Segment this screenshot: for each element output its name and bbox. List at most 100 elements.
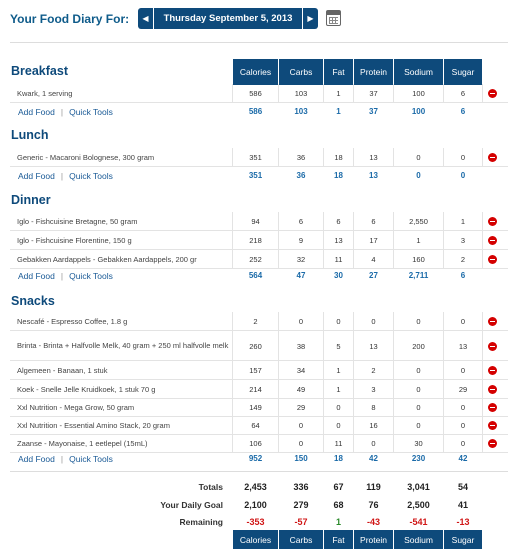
grid-line: [393, 250, 394, 269]
cell-sodium: 0: [416, 317, 421, 326]
food-entry-name[interactable]: Algemeen - Banaan, 1 stuk: [17, 365, 108, 375]
food-entry-values: 586 103 1 37 100 6: [233, 84, 483, 103]
calendar-icon[interactable]: [326, 10, 341, 26]
delete-entry-icon[interactable]: [488, 341, 497, 351]
food-entry-name[interactable]: Zaanse - Mayonaise, 1 eetlepel (15mL): [17, 438, 148, 448]
food-entry-name[interactable]: Iglo - Fishcuisine Bretagne, 50 gram: [17, 216, 138, 226]
cell-protein: 0: [371, 317, 376, 326]
grid-line: [353, 148, 354, 167]
food-entry-name[interactable]: Iglo - Fishcuisine Florentine, 150 g: [17, 235, 132, 245]
grid-line: [323, 84, 324, 103]
footer-col-protein: Protein: [354, 530, 393, 549]
grid-line: [443, 398, 444, 417]
quick-tools-link[interactable]: Quick Tools: [69, 270, 113, 281]
food-entry-name[interactable]: Generic - Macaroni Bolognese, 300 gram: [17, 152, 155, 162]
grid-line: [278, 231, 279, 250]
delete-entry-icon[interactable]: [488, 403, 497, 412]
delete-entry-icon[interactable]: [488, 89, 497, 98]
grid-line: [232, 212, 233, 231]
food-entry-name[interactable]: Xxl Nutrition - Mega Grow, 50 gram: [17, 402, 135, 412]
food-entry-name[interactable]: Koek - Snelle Jelle Kruidkoek, 1 stuk 70…: [17, 384, 156, 394]
grid-line: [232, 361, 233, 380]
grid-line: [353, 361, 354, 380]
cell-sugar: 1: [460, 217, 466, 226]
cell-sodium: 0: [416, 366, 421, 375]
food-entry-name[interactable]: Xxl Nutrition - Essential Amino Stack, 2…: [17, 420, 170, 430]
delete-entry-icon[interactable]: [488, 317, 497, 326]
row-separator: [10, 434, 508, 435]
grid-line: [353, 312, 354, 331]
summary-cell-fat: 67: [333, 482, 344, 492]
grid-line: [278, 250, 279, 269]
food-entry-name[interactable]: Nescafé - Espresso Coffee, 1.8 g: [17, 316, 128, 326]
cell-fat: 5: [336, 341, 341, 351]
col-carbs: Carbs: [279, 59, 323, 85]
prev-day-button[interactable]: ◀: [138, 8, 154, 29]
cell-carbs: 32: [296, 255, 306, 264]
header-divider: [10, 42, 508, 43]
summary-cell-sugar: 41: [457, 500, 468, 510]
add-food-link[interactable]: Add Food: [18, 106, 55, 117]
cell-sodium: 0: [416, 153, 421, 162]
triangle-right-icon: ▶: [307, 14, 314, 23]
grid-line: [232, 312, 233, 331]
cell-protein: 37: [369, 89, 378, 98]
grid-line: [482, 416, 483, 435]
delete-entry-icon[interactable]: [488, 236, 497, 245]
food-entry-name[interactable]: Gebakken Aardappels - Gebakken Aardappel…: [17, 254, 197, 264]
delete-entry-icon[interactable]: [488, 366, 497, 375]
meal-links: Add Food | Quick Tools: [18, 449, 113, 468]
delete-entry-icon[interactable]: [488, 255, 497, 264]
meal-totals-breakfast: Add Food | Quick Tools 586 103 1 37 100 6: [10, 102, 508, 121]
delete-entry-icon[interactable]: [488, 385, 497, 394]
next-day-button[interactable]: ▶: [302, 8, 318, 29]
food-entry-name[interactable]: Kwark, 1 serving: [17, 88, 73, 98]
delete-entry-icon[interactable]: [488, 421, 497, 430]
food-entry-values: 214 49 1 3 0 29: [233, 380, 483, 399]
cell-calories: 106: [249, 439, 262, 448]
summary-cell-sodium: -541: [409, 517, 428, 527]
total-cell-sodium: 2,711: [408, 271, 429, 280]
footer-col-sodium: Sodium: [394, 530, 443, 549]
grid-line: [353, 398, 354, 417]
cell-protein: 6: [371, 217, 376, 226]
grid-line: [232, 148, 233, 167]
delete-entry-icon[interactable]: [488, 439, 497, 448]
summary-divider: [10, 471, 508, 472]
grid-line: [278, 331, 279, 361]
add-food-link[interactable]: Add Food: [18, 453, 55, 464]
grid-line: [443, 212, 444, 231]
footer-col-calories: Calories: [233, 530, 278, 549]
total-cell-sugar: 6: [460, 271, 466, 280]
quick-tools-link[interactable]: Quick Tools: [69, 453, 113, 464]
grid-line: [482, 434, 483, 453]
add-food-link[interactable]: Add Food: [18, 170, 55, 181]
summary-daily-goal: Your Daily Goal 2,100 279 68 76 2,500 41: [10, 496, 508, 514]
link-separator: |: [60, 106, 64, 117]
grid-line: [393, 148, 394, 167]
diary-header: Your Food Diary For: ◀ Thursday Septembe…: [10, 8, 510, 30]
food-entry-name[interactable]: Brinta - Brinta + Halfvolle Melk, 40 gra…: [17, 341, 229, 350]
cell-protein: 13: [369, 153, 378, 162]
food-entry-row: Xxl Nutrition - Mega Grow, 50 gram 149 29 0…: [10, 398, 508, 417]
quick-tools-link[interactable]: Quick Tools: [69, 170, 113, 181]
cell-carbs: 9: [298, 236, 304, 245]
grid-line: [323, 231, 324, 250]
add-food-link[interactable]: Add Food: [18, 270, 55, 281]
delete-entry-icon[interactable]: [488, 217, 497, 226]
cell-carbs: 103: [294, 89, 308, 98]
summary-cell-protein: -43: [366, 517, 380, 527]
cell-protein: 13: [369, 341, 378, 351]
cell-sugar: 6: [460, 89, 466, 98]
cell-carbs: 0: [298, 317, 304, 326]
cell-sugar: 0: [460, 153, 466, 162]
row-separator: [10, 360, 508, 361]
meal-title-breakfast: Breakfast: [11, 64, 68, 78]
quick-tools-link[interactable]: Quick Tools: [69, 106, 113, 117]
total-cell-protein: 42: [369, 454, 378, 463]
total-cell-calories: 564: [248, 271, 263, 280]
delete-entry-icon[interactable]: [488, 153, 497, 162]
cell-calories: 94: [251, 217, 260, 226]
cell-calories: 260: [249, 341, 262, 351]
meal-total-values: 564 47 30 27 2,711 6: [233, 266, 483, 285]
